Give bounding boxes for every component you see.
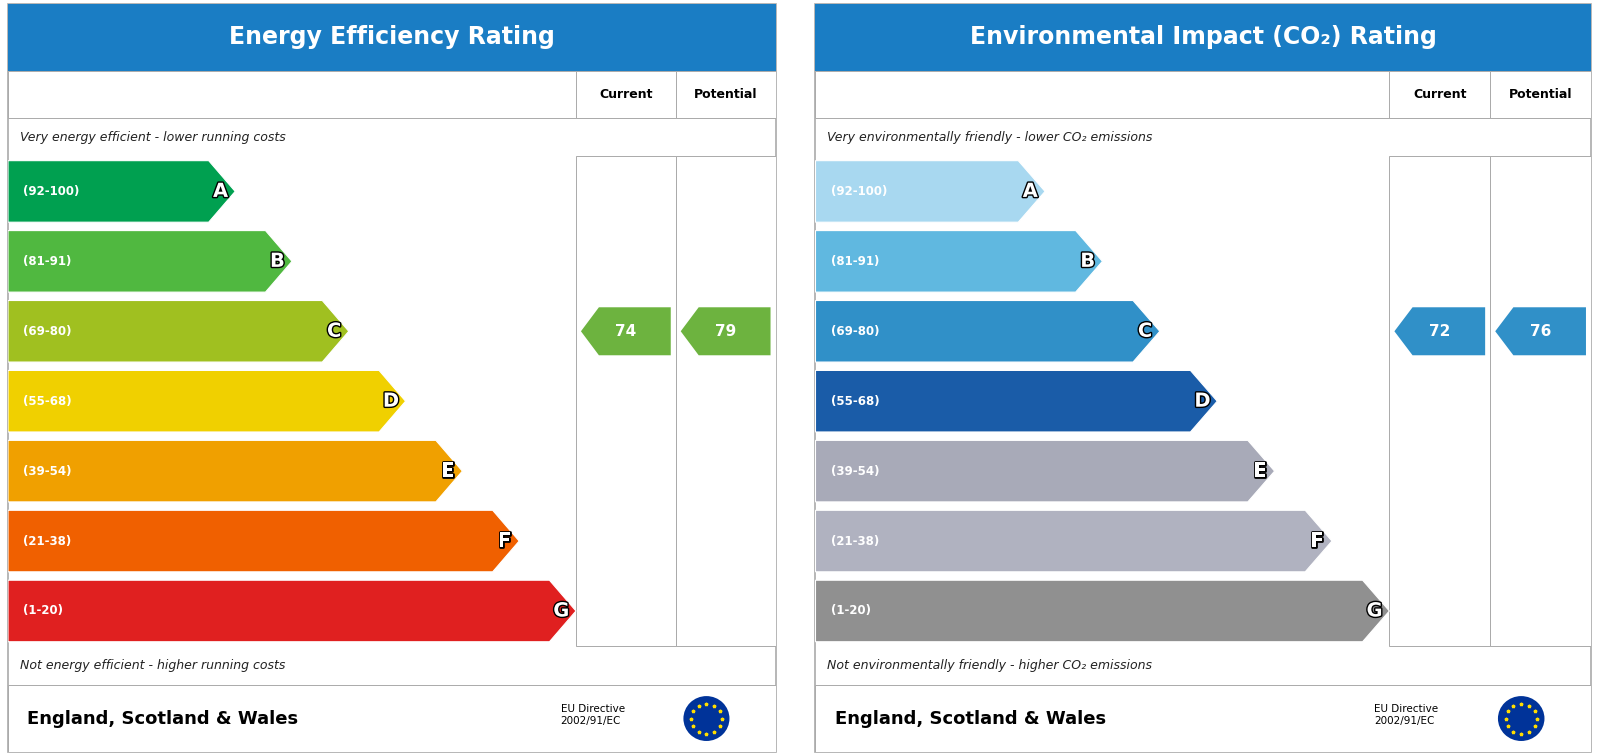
Bar xyxy=(1490,156,1591,646)
Text: Not environmentally friendly - higher CO₂ emissions: Not environmentally friendly - higher CO… xyxy=(827,659,1153,672)
Polygon shape xyxy=(1394,307,1485,355)
Text: D: D xyxy=(382,392,400,411)
Text: Energy Efficiency Rating: Energy Efficiency Rating xyxy=(229,26,555,49)
Text: (92-100): (92-100) xyxy=(24,185,80,198)
Text: England, Scotland & Wales: England, Scotland & Wales xyxy=(27,710,299,727)
Bar xyxy=(676,156,776,646)
Polygon shape xyxy=(815,300,1159,362)
Text: Very energy efficient - lower running costs: Very energy efficient - lower running co… xyxy=(19,131,285,144)
Polygon shape xyxy=(8,580,576,642)
Bar xyxy=(815,71,1591,117)
Bar xyxy=(676,71,776,117)
Text: C: C xyxy=(328,322,341,341)
Bar xyxy=(8,4,776,71)
Polygon shape xyxy=(8,231,293,292)
Text: 74: 74 xyxy=(616,324,636,339)
Bar xyxy=(8,685,776,752)
Text: (39-54): (39-54) xyxy=(24,465,72,478)
Polygon shape xyxy=(8,161,235,222)
Bar xyxy=(576,156,676,646)
Text: G: G xyxy=(553,602,569,621)
Polygon shape xyxy=(8,510,520,572)
Bar xyxy=(1490,71,1591,117)
Bar xyxy=(1390,156,1490,646)
Text: Very environmentally friendly - lower CO₂ emissions: Very environmentally friendly - lower CO… xyxy=(827,131,1153,144)
Text: (92-100): (92-100) xyxy=(831,185,887,198)
Text: B: B xyxy=(1081,252,1095,271)
Polygon shape xyxy=(815,510,1332,572)
Text: (1-20): (1-20) xyxy=(24,605,64,618)
Text: (55-68): (55-68) xyxy=(24,395,72,407)
Text: 76: 76 xyxy=(1530,324,1551,339)
Text: E: E xyxy=(441,462,454,481)
Polygon shape xyxy=(8,370,406,432)
Text: (1-20): (1-20) xyxy=(831,605,871,618)
Polygon shape xyxy=(815,370,1217,432)
Polygon shape xyxy=(815,580,1390,642)
Text: (81-91): (81-91) xyxy=(831,255,879,268)
Circle shape xyxy=(1498,696,1545,741)
Text: 72: 72 xyxy=(1430,324,1450,339)
Text: F: F xyxy=(497,531,512,550)
Text: (69-80): (69-80) xyxy=(24,325,72,338)
Polygon shape xyxy=(1495,307,1586,355)
Polygon shape xyxy=(815,440,1274,502)
Polygon shape xyxy=(815,161,1046,222)
Text: E: E xyxy=(1254,462,1266,481)
Text: D: D xyxy=(1194,392,1210,411)
Text: G: G xyxy=(1367,602,1383,621)
Circle shape xyxy=(683,696,729,741)
Text: A: A xyxy=(213,182,229,201)
Text: Environmental Impact (CO₂) Rating: Environmental Impact (CO₂) Rating xyxy=(971,26,1436,49)
Text: 79: 79 xyxy=(715,324,736,339)
Text: Current: Current xyxy=(1414,88,1466,101)
Polygon shape xyxy=(681,307,771,355)
Text: C: C xyxy=(1138,322,1153,341)
Text: EU Directive
2002/91/EC: EU Directive 2002/91/EC xyxy=(561,705,625,726)
Text: England, Scotland & Wales: England, Scotland & Wales xyxy=(835,710,1107,727)
Text: (21-38): (21-38) xyxy=(24,534,72,547)
Bar xyxy=(1390,71,1490,117)
Text: (81-91): (81-91) xyxy=(24,255,72,268)
Bar xyxy=(8,71,776,117)
Text: (39-54): (39-54) xyxy=(831,465,879,478)
Bar xyxy=(815,4,1591,71)
Polygon shape xyxy=(8,300,349,362)
Text: (21-38): (21-38) xyxy=(831,534,879,547)
Polygon shape xyxy=(580,307,670,355)
Polygon shape xyxy=(815,231,1102,292)
Text: Current: Current xyxy=(600,88,652,101)
Text: EU Directive
2002/91/EC: EU Directive 2002/91/EC xyxy=(1374,705,1438,726)
Text: A: A xyxy=(1023,182,1038,201)
Text: Potential: Potential xyxy=(694,88,758,101)
Text: Not energy efficient - higher running costs: Not energy efficient - higher running co… xyxy=(19,659,285,672)
Text: (55-68): (55-68) xyxy=(831,395,879,407)
Text: F: F xyxy=(1311,531,1324,550)
Bar xyxy=(815,685,1591,752)
Bar xyxy=(576,71,676,117)
Text: B: B xyxy=(270,252,285,271)
Polygon shape xyxy=(8,440,462,502)
Text: (69-80): (69-80) xyxy=(831,325,879,338)
Text: Potential: Potential xyxy=(1509,88,1572,101)
